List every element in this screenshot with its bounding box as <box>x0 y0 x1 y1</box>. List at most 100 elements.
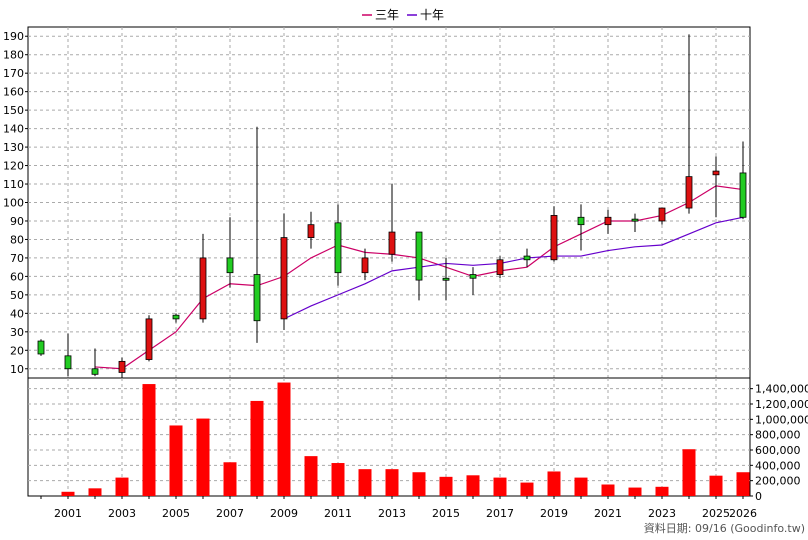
price-tick-label: 60 <box>10 270 24 283</box>
x-tick-label: 2015 <box>432 507 460 520</box>
volume-bar <box>169 425 183 496</box>
candle-body <box>604 216 612 226</box>
volume-tick-label: 400,000 <box>755 459 801 472</box>
candle-body <box>199 257 207 320</box>
chart-legend: 三年 十年 <box>362 8 444 22</box>
volume-bar <box>466 475 480 496</box>
candle-body <box>226 257 234 274</box>
x-tick-label: 2026 <box>729 507 757 520</box>
candle-body <box>64 355 72 370</box>
price-tick-label: 100 <box>3 197 24 210</box>
volume-bar <box>385 469 399 496</box>
volume-tick-label: 800,000 <box>755 429 801 442</box>
candle-body <box>469 274 477 279</box>
price-tick-label: 130 <box>3 141 24 154</box>
x-tick-label: 2003 <box>108 507 136 520</box>
volume-panel: 0 200,000 400,000 600,000 800,000 1,000,000 1,… <box>27 377 808 503</box>
price-panel: 10 20 30 40 50 60 70 80 90 100 110 120 130 140 150 160 1… <box>3 26 751 379</box>
x-tick-label: 2013 <box>378 507 406 520</box>
candle-body <box>523 255 531 261</box>
candle-body <box>550 215 558 261</box>
volume-bar <box>520 482 534 496</box>
price-tick-label: 190 <box>3 30 24 43</box>
candle-body <box>442 277 450 281</box>
candle-body <box>388 231 396 255</box>
price-tick-label: 150 <box>3 104 24 117</box>
volume-bar <box>115 477 129 496</box>
volume-bar <box>682 449 696 496</box>
volume-bar <box>493 477 507 496</box>
volume-bar <box>358 469 372 496</box>
candle-body <box>91 368 99 375</box>
price-tick-label: 110 <box>3 178 24 191</box>
volume-bar <box>439 476 453 496</box>
candle-body <box>658 207 666 222</box>
volume-bar <box>250 400 264 496</box>
volume-bar <box>709 475 723 496</box>
volume-bar <box>655 486 669 496</box>
volume-bar <box>601 484 615 496</box>
volume-bar <box>628 487 642 496</box>
volume-tick-label: 1,000,000 <box>755 413 808 426</box>
legend-label-3yr: 三年 <box>375 8 399 22</box>
volume-tick-label: 1,200,000 <box>755 398 808 411</box>
candle-body <box>145 318 153 360</box>
price-tick-label: 50 <box>10 289 24 302</box>
x-tick-label: 2011 <box>324 507 352 520</box>
volume-bar <box>88 488 102 496</box>
price-tick-label: 40 <box>10 307 24 320</box>
candle-body <box>631 218 639 222</box>
volume-bar <box>277 382 291 496</box>
x-axis: 2001 2003 2005 2007 2009 2011 2013 2015 2017 2019… <box>40 496 757 520</box>
candle-body <box>253 274 261 322</box>
price-tick-label: 120 <box>3 160 24 173</box>
x-tick-label: 2009 <box>270 507 298 520</box>
x-tick-label: 2005 <box>162 507 190 520</box>
volume-tick-label: 200,000 <box>755 475 801 488</box>
x-tick-label: 2017 <box>486 507 514 520</box>
volume-tick-label: 600,000 <box>755 444 801 457</box>
volume-bar <box>223 462 237 496</box>
candle-body <box>415 231 423 281</box>
x-tick-label: 2007 <box>216 507 244 520</box>
candle-body <box>37 340 45 355</box>
volume-tick-label: 0 <box>755 490 762 503</box>
x-tick-label: 2021 <box>594 507 622 520</box>
price-tick-label: 160 <box>3 86 24 99</box>
price-tick-label: 30 <box>10 326 24 339</box>
candle-body <box>739 172 747 218</box>
volume-bar <box>142 384 156 496</box>
candle-body <box>280 237 288 320</box>
volume-bar <box>412 472 426 496</box>
price-tick-label: 80 <box>10 233 24 246</box>
x-tick-label: 2001 <box>54 507 82 520</box>
volume-bar <box>574 477 588 496</box>
candle-body <box>118 360 126 373</box>
x-tick-label: 2019 <box>540 507 568 520</box>
candle-body <box>712 170 720 176</box>
ma-line <box>283 216 744 320</box>
price-tick-label: 180 <box>3 49 24 62</box>
price-tick-label: 170 <box>3 67 24 80</box>
price-tick-label: 20 <box>10 344 24 357</box>
candle-body <box>685 176 693 209</box>
candle-body <box>307 224 315 239</box>
candle-body <box>334 222 342 274</box>
candle-body <box>172 314 180 320</box>
volume-tick-label: 1,400,000 <box>755 383 808 396</box>
volume-bar <box>304 456 318 496</box>
price-tick-label: 70 <box>10 252 24 265</box>
candle-body <box>496 259 504 275</box>
volume-bar <box>547 471 561 496</box>
data-date-credit: 資料日期: 09/16 (Goodinfo.tw) <box>644 521 805 535</box>
price-tick-label: 140 <box>3 123 24 136</box>
volume-bar <box>196 418 210 496</box>
volume-bar <box>331 463 345 496</box>
volume-bar <box>61 491 75 496</box>
price-tick-label: 10 <box>10 363 24 376</box>
legend-label-10yr: 十年 <box>420 8 444 22</box>
candle-body <box>577 216 585 226</box>
candle-body <box>361 257 369 274</box>
volume-bar <box>736 472 750 496</box>
